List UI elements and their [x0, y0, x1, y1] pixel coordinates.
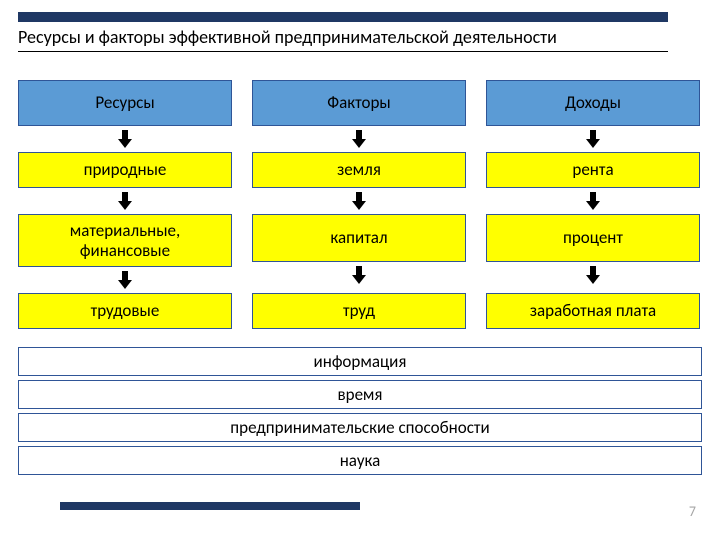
- cell: капитал: [252, 214, 466, 262]
- data-row: материальные, финансовые капитал процент: [18, 214, 702, 293]
- cell-col: материальные, финансовые: [18, 214, 232, 293]
- col-income: Доходы: [486, 80, 700, 152]
- header-resources: Ресурсы: [18, 80, 232, 126]
- data-row: природные земля рента: [18, 152, 702, 214]
- cell: трудовые: [18, 293, 232, 329]
- top-accent-bar: [18, 12, 668, 22]
- diagram-grid: Ресурсы Факторы Доходы природные земля: [18, 80, 702, 329]
- arrow-down-icon: [586, 262, 600, 288]
- cell-col: трудовые: [18, 293, 232, 329]
- cell: заработная плата: [486, 293, 700, 329]
- wide-cell: наука: [18, 446, 702, 475]
- cell-col: земля: [252, 152, 466, 214]
- wide-cell: информация: [18, 347, 702, 376]
- arrow-down-icon: [118, 126, 132, 152]
- cell: природные: [18, 152, 232, 188]
- cell-col: труд: [252, 293, 466, 329]
- col-resources: Ресурсы: [18, 80, 232, 152]
- cell-col: капитал: [252, 214, 466, 293]
- arrow-down-icon: [352, 188, 366, 214]
- data-row: трудовые труд заработная плата: [18, 293, 702, 329]
- title-underline: [18, 51, 668, 52]
- cell: процент: [486, 214, 700, 262]
- cell: рента: [486, 152, 700, 188]
- cell: материальные, финансовые: [18, 214, 232, 267]
- bottom-accent-bar: [60, 502, 360, 510]
- page-title: Ресурсы и факторы эффективной предприним…: [18, 26, 557, 48]
- arrow-down-icon: [118, 267, 132, 293]
- cell: земля: [252, 152, 466, 188]
- page-number: 7: [689, 503, 696, 520]
- wide-cell: предпринимательские способности: [18, 413, 702, 442]
- arrow-down-icon: [118, 188, 132, 214]
- header-factors: Факторы: [252, 80, 466, 126]
- wide-rows: информация время предпринимательские спо…: [18, 347, 702, 475]
- cell-col: процент: [486, 214, 700, 293]
- cell: труд: [252, 293, 466, 329]
- header-income: Доходы: [486, 80, 700, 126]
- arrow-down-icon: [586, 188, 600, 214]
- col-factors: Факторы: [252, 80, 466, 152]
- wide-cell: время: [18, 380, 702, 409]
- header-row: Ресурсы Факторы Доходы: [18, 80, 702, 152]
- cell-col: природные: [18, 152, 232, 214]
- diagram-content: Ресурсы Факторы Доходы природные земля: [18, 80, 702, 475]
- arrow-down-icon: [352, 262, 366, 288]
- arrow-down-icon: [352, 126, 366, 152]
- cell-col: заработная плата: [486, 293, 700, 329]
- cell-col: рента: [486, 152, 700, 214]
- arrow-down-icon: [586, 126, 600, 152]
